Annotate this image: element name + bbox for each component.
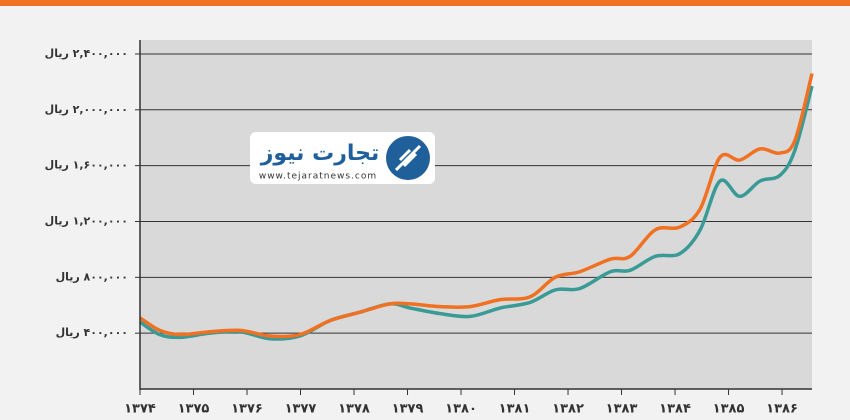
- y-tick-label: ۱,۲۰۰,۰۰۰ ریال: [45, 214, 128, 227]
- website: www.tejaratnews.com: [259, 172, 377, 182]
- y-tick-label: ۴۰۰,۰۰۰ ریال: [56, 326, 128, 339]
- x-tick-label: ۱۳۸۰: [445, 402, 477, 417]
- series-line: [139, 85, 814, 341]
- x-tick-label: ۱۳۸۴: [659, 402, 691, 417]
- logo-arrow: [394, 144, 422, 172]
- x-tick-label: ۱۳۸۲: [552, 402, 584, 417]
- x-tick-label: ۱۳۷۶: [231, 402, 263, 417]
- x-tick-label: ۱۳۷۵: [178, 402, 210, 417]
- x-tick-label: ۱۳۸۳: [606, 402, 638, 417]
- y-tick-label: ۸۰۰,۰۰۰ ریال: [56, 270, 128, 283]
- y-tick-label: ۲,۰۰۰,۰۰۰ ریال: [45, 103, 128, 116]
- x-tick-label: ۱۳۷۴: [124, 402, 156, 417]
- plot-area: [140, 40, 812, 389]
- x-tick-label: ۱۳۷۸: [338, 402, 370, 417]
- series-line: [139, 73, 814, 339]
- x-tick-label: ۱۳۷۹: [392, 402, 424, 417]
- x-tick-label: ۱۳۸۱: [499, 402, 531, 417]
- x-tick-label: ۱۳۷۷: [285, 402, 317, 417]
- y-tick-label: ۱,۶۰۰,۰۰۰ ریال: [45, 159, 128, 172]
- x-tick-label: ۱۳۸۵: [713, 402, 745, 417]
- x-tick-label: ۱۳۸۶: [766, 402, 798, 417]
- top-stripe: [0, 0, 850, 6]
- logo: تجارت نیوز www.tejaratnews.com: [250, 132, 435, 184]
- y-tick-label: ۲,۴۰۰,۰۰۰ ریال: [45, 47, 128, 60]
- logo-box: [250, 132, 435, 184]
- brand: تجارت نیوز: [260, 141, 380, 166]
